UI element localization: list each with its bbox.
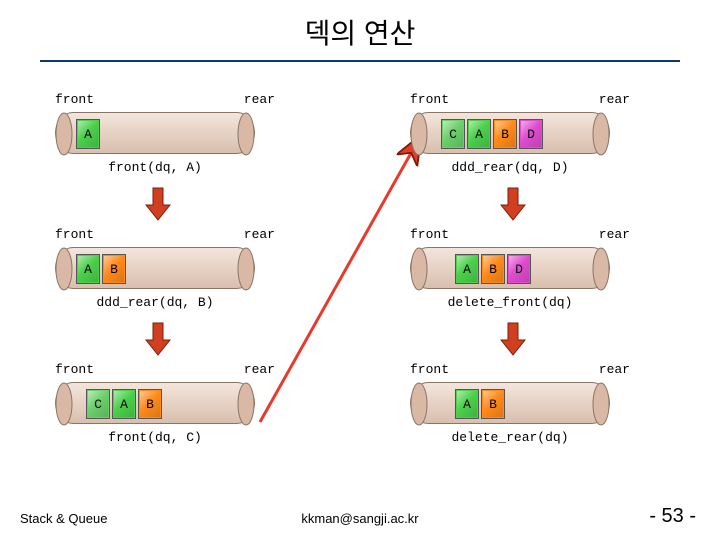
block-B: B bbox=[481, 389, 505, 419]
block-B: B bbox=[493, 119, 517, 149]
deque-step-c3: frontrear CABfront(dq, C) bbox=[55, 362, 275, 445]
block-A: A bbox=[467, 119, 491, 149]
block-C: C bbox=[86, 389, 110, 419]
deque-step-c2: frontrear ABddd_rear(dq, B) bbox=[55, 227, 275, 310]
deque-step-c6: frontrear ABdelete_rear(dq) bbox=[410, 362, 630, 445]
footer-mid: kkman@sangji.ac.kr bbox=[301, 511, 418, 526]
block-A: A bbox=[76, 254, 100, 284]
down-arrow-icon bbox=[500, 322, 526, 356]
block-A: A bbox=[112, 389, 136, 419]
block-D: D bbox=[507, 254, 531, 284]
rear-label: rear bbox=[599, 227, 630, 242]
front-label: front bbox=[55, 227, 94, 242]
block-C: C bbox=[441, 119, 465, 149]
operation-label: ddd_rear(dq, D) bbox=[410, 160, 610, 175]
block-B: B bbox=[102, 254, 126, 284]
deque-step-c5: frontrear ABDdelete_front(dq) bbox=[410, 227, 630, 310]
rear-label: rear bbox=[599, 362, 630, 377]
deque-cylinder: AB bbox=[410, 382, 610, 424]
front-label: front bbox=[55, 92, 94, 107]
block-A: A bbox=[455, 254, 479, 284]
block-A: A bbox=[76, 119, 100, 149]
operation-label: delete_front(dq) bbox=[410, 295, 610, 310]
down-arrow-icon bbox=[145, 187, 171, 221]
rear-label: rear bbox=[244, 92, 275, 107]
big-arrow-line bbox=[260, 137, 420, 422]
deque-step-c4: frontrear CABDddd_rear(dq, D) bbox=[410, 92, 630, 175]
block-D: D bbox=[519, 119, 543, 149]
block-A: A bbox=[455, 389, 479, 419]
operation-label: delete_rear(dq) bbox=[410, 430, 610, 445]
front-label: front bbox=[55, 362, 94, 377]
rear-label: rear bbox=[599, 92, 630, 107]
diagram-grid: frontrear Afront(dq, A)frontrear ABddd_r… bbox=[0, 62, 720, 492]
down-arrow-icon bbox=[145, 322, 171, 356]
footer-left: Stack & Queue bbox=[20, 511, 107, 526]
deque-step-c1: front rear Afront(dq, A) bbox=[55, 92, 275, 175]
block-B: B bbox=[138, 389, 162, 419]
deque-cylinder: CABD bbox=[410, 112, 610, 154]
deque-cylinder: A bbox=[55, 112, 255, 154]
page-number: - 53 - bbox=[649, 505, 696, 528]
deque-cylinder: AB bbox=[55, 247, 255, 289]
deque-cylinder: ABD bbox=[410, 247, 610, 289]
block-B: B bbox=[481, 254, 505, 284]
rear-label: rear bbox=[244, 362, 275, 377]
deque-cylinder: CAB bbox=[55, 382, 255, 424]
operation-label: ddd_rear(dq, B) bbox=[55, 295, 255, 310]
operation-label: front(dq, C) bbox=[55, 430, 255, 445]
rear-label: rear bbox=[244, 227, 275, 242]
front-label: front bbox=[410, 92, 449, 107]
front-label: front bbox=[410, 227, 449, 242]
front-label: front bbox=[410, 362, 449, 377]
page-title: 덱의 연산 bbox=[0, 0, 720, 60]
down-arrow-icon bbox=[500, 187, 526, 221]
operation-label: front(dq, A) bbox=[55, 160, 255, 175]
